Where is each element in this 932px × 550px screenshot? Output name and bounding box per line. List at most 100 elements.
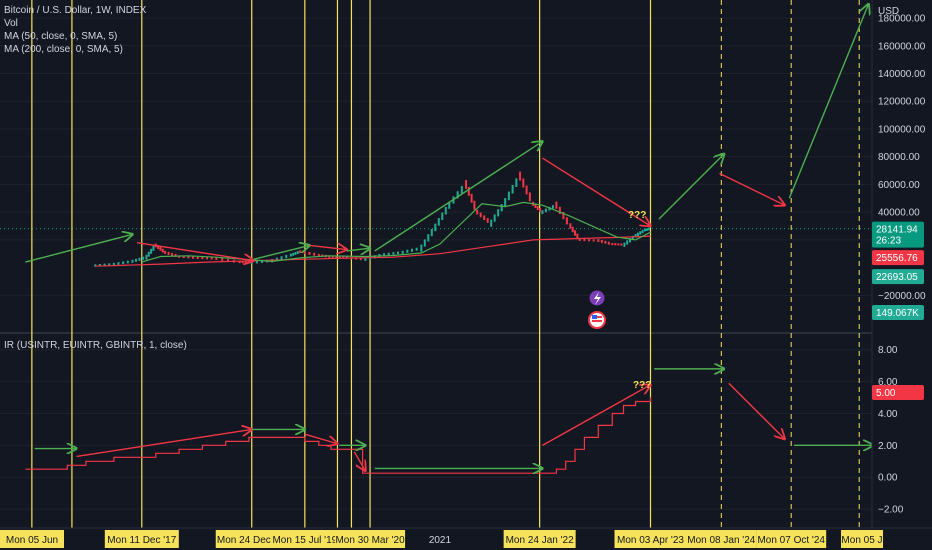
btc-candle-2-1: [134, 258, 137, 262]
symbol-title[interactable]: Bitcoin / U.S. Dollar, 1W, INDEX: [4, 5, 147, 16]
ma50-badge-bg: [872, 250, 924, 266]
btc-candle-5-0: [164, 250, 167, 254]
btc-candle-15-1: [335, 256, 338, 259]
btc-candle-9-2: [244, 261, 247, 264]
btc-candle-18-2: [392, 252, 395, 255]
time-label-bg-10: [841, 530, 883, 548]
btc-candle-15-3: [342, 256, 345, 259]
question-marks-ir: ???: [633, 380, 651, 391]
price-tick-label-3: 120000.00: [878, 97, 926, 108]
btc-candle-37-2: [646, 228, 649, 231]
btc-candle-18-3: [397, 251, 400, 255]
volume-badge-text-0: 149.067K: [876, 308, 919, 319]
time-label-bg-9: [756, 530, 827, 548]
btc-candle-27-1: [522, 178, 525, 188]
time-label-6: Mon 24 Jan '22: [506, 535, 575, 546]
annotation-arrows[interactable]: [25, 4, 873, 471]
btc-candle-23-0: [465, 179, 468, 189]
red-arrow-1: [137, 241, 253, 261]
btc-candle-35-0: [623, 242, 626, 247]
red-arrow-15: [353, 451, 365, 471]
btc-candle-29-1: [544, 208, 547, 213]
btc-candle-33-0: [597, 239, 600, 243]
btc-candle-2-3: [141, 256, 144, 260]
btc-candle-21-2: [441, 212, 444, 221]
btc-candle-24-2: [483, 215, 486, 221]
btc-candle-25-2: [497, 209, 500, 217]
btc-candle-11-2: [280, 256, 283, 260]
btc-candle-16-3: [359, 257, 362, 261]
btc-candle-18-1: [387, 252, 390, 256]
btc-candle-10-1: [255, 260, 258, 264]
btc-candle-33-3: [607, 241, 610, 245]
last-price-badge-bg: [872, 221, 924, 248]
price-tick-label-5: 80000.00: [878, 152, 920, 163]
btc-candle-13-3: [313, 252, 316, 256]
event-icons[interactable]: [588, 289, 606, 329]
vol-legend[interactable]: Vol: [4, 18, 18, 29]
btc-candle-9-1: [241, 261, 244, 264]
ma200-legend[interactable]: MA (200, close, 0, SMA, 5): [4, 44, 123, 55]
btc-candle-36-3: [641, 229, 644, 234]
btc-candle-34-0: [611, 242, 614, 246]
btc-candle-23-3: [473, 200, 476, 210]
btc-candle-1-1: [117, 262, 120, 265]
btc-candle-4-1: [157, 245, 160, 250]
btc-candle-33-2: [604, 240, 607, 244]
time-label-bg-0: [0, 530, 64, 548]
btc-candle-22-0: [448, 201, 451, 209]
btc-candle-25-0: [490, 219, 493, 227]
btc-candle-36-1: [636, 232, 639, 237]
ir-step-line: [25, 397, 652, 474]
btc-candle-13-0: [299, 250, 302, 254]
time-axis-labels: Mon 05 Jun Mon 11 Dec '17 Mon 24 Dec '18Mo…: [0, 527, 932, 550]
btc-candle-12-0: [289, 253, 292, 257]
btc-candle-37-0: [643, 228, 646, 232]
btc-candle-11-1: [275, 257, 278, 261]
time-label-8: Mon 08 Jan '24: [687, 535, 756, 546]
ma50-legend[interactable]: MA (50, close, 0, SMA, 5): [4, 31, 118, 42]
btc-candle-20-3: [430, 228, 433, 237]
btc-candle-30-2: [562, 212, 565, 220]
time-label-bg-8: [686, 530, 757, 548]
time-label-7: Mon 03 Apr '23: [617, 535, 684, 546]
btc-candle-31-1: [571, 226, 574, 233]
btc-candle-26-0: [504, 198, 507, 207]
btc-candle-21-0: [434, 223, 437, 232]
us-flag-icon[interactable]: [588, 311, 606, 329]
btc-candle-26-2: [511, 184, 514, 194]
btc-candle-28-3: [539, 208, 542, 213]
btc-candle-26-3: [515, 178, 518, 187]
green-arrow-2: [253, 245, 310, 260]
red-arrow-17: [542, 385, 650, 446]
btc-candle-3-1: [147, 251, 150, 257]
price-tick-label-7: 40000.00: [878, 208, 920, 219]
btc-candle-5-3: [174, 253, 177, 257]
time-label-0: Mon 05 Jun: [6, 535, 58, 546]
btc-candle-19-0: [401, 250, 404, 254]
btc-candle-1-0: [112, 262, 115, 266]
btc-candle-1-2: [122, 261, 125, 265]
btc-candle-7-3: [210, 257, 213, 260]
btc-candle-31-0: [569, 223, 572, 229]
ir-legend[interactable]: IR (USINTR, EUINTR, GBINTR, 1, close): [4, 340, 187, 351]
ir-tick-label-0: 8.00: [878, 345, 898, 356]
btc-candle-6-1: [182, 255, 185, 259]
lightning-icon[interactable]: [588, 289, 606, 307]
btc-candle-30-1: [558, 206, 561, 215]
btc-candle-20-1: [423, 239, 426, 247]
red-arrow-13: [304, 433, 338, 444]
btc-candle-12-1: [292, 252, 295, 256]
btc-candle-27-0: [519, 171, 522, 181]
btc-candle-5-2: [171, 252, 174, 256]
btc-candle-25-1: [493, 214, 496, 222]
btc-candle-28-2: [536, 205, 539, 211]
red-arrow-8: [719, 172, 784, 205]
ma200-badge-bg: [872, 269, 924, 285]
btc-candle-15-0: [331, 256, 334, 259]
btc-candle-4-2: [159, 247, 162, 251]
btc-candle-19-1: [406, 249, 409, 253]
ma50-line: [141, 201, 651, 263]
